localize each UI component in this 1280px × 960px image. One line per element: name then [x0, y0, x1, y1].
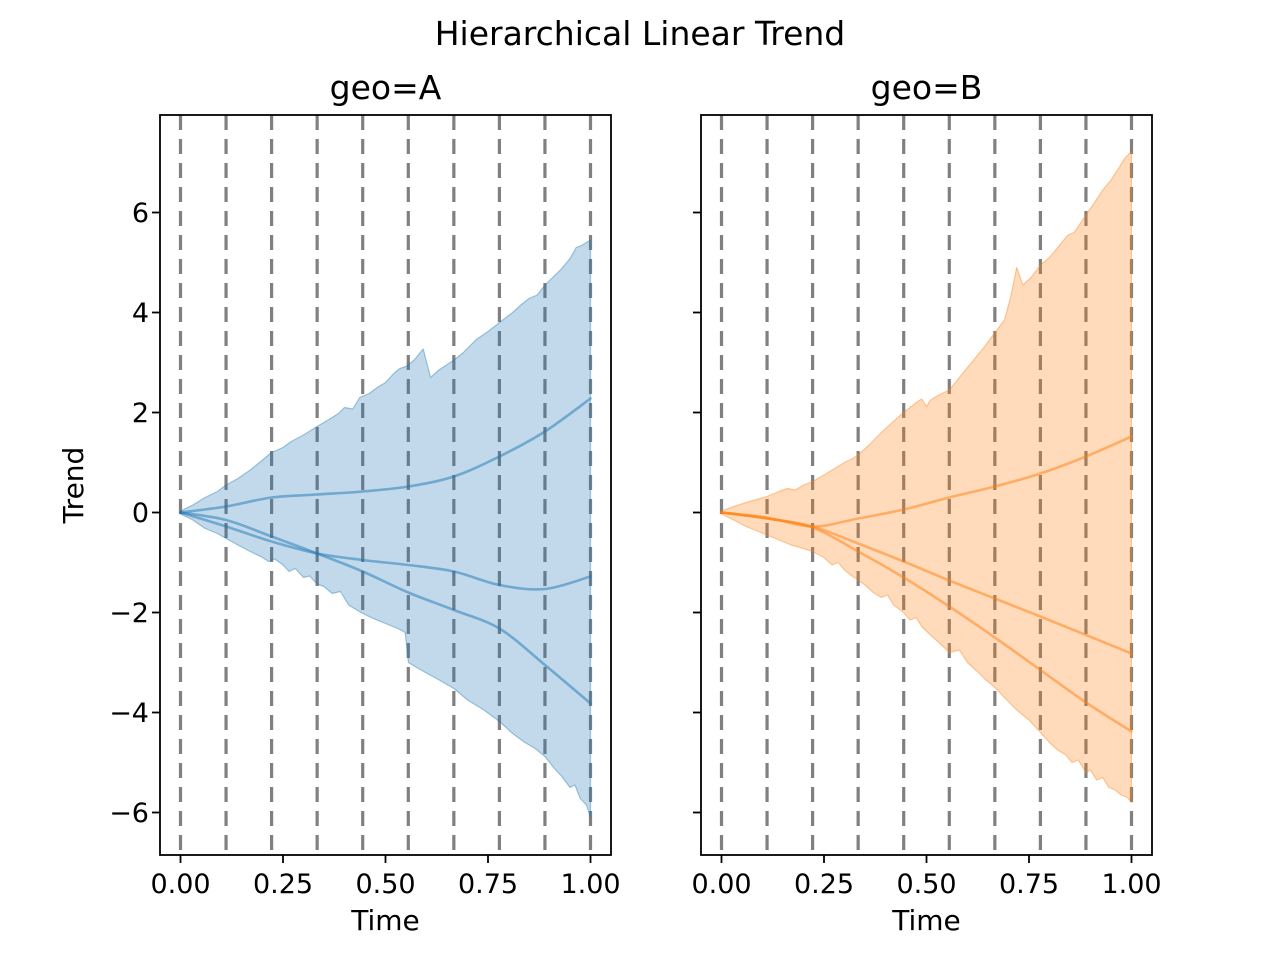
trend-line	[179, 511, 592, 705]
axes-frame	[159, 114, 612, 856]
x-tick-label: 0.25	[253, 869, 313, 900]
y-tick-label: 6	[132, 198, 149, 229]
hdi-band	[720, 150, 1133, 804]
x-tick-label: 0.25	[794, 869, 854, 900]
x-axis-label-right: Time	[892, 904, 961, 937]
trend-line	[179, 397, 592, 514]
y-tick-label: −4	[109, 698, 149, 729]
y-tick-label: −2	[109, 598, 149, 629]
subplot-geo-b: 0.00 0.25 0.50 0.75 1.00	[691, 114, 1162, 900]
y-tick-label: −6	[109, 798, 149, 829]
trend-line	[179, 511, 592, 591]
y-tick-label: 2	[132, 398, 149, 429]
x-tick-label: 1.00	[560, 869, 620, 900]
trend-line	[720, 511, 1133, 733]
x-axis-label-left: Time	[351, 904, 420, 937]
x-tick-label: 0.75	[458, 869, 518, 900]
x-tick-label: 0.50	[896, 869, 956, 900]
x-tick-label: 0.00	[150, 869, 210, 900]
x-tick-label: 0.50	[355, 869, 415, 900]
subplot-geo-a: 0.00 0.25 0.50 0.75 1.00 −6 −4 −2 0 2 4 6	[109, 114, 621, 900]
subplot-title-geo-b: geo=B	[870, 68, 983, 107]
figure-title: Hierarchical Linear Trend	[434, 14, 846, 53]
x-tick-label: 0.75	[999, 869, 1059, 900]
x-tick-label: 1.00	[1101, 869, 1161, 900]
subplot-title-geo-a: geo=A	[329, 68, 442, 107]
x-tick-label: 0.00	[691, 869, 751, 900]
axes-frame	[700, 114, 1153, 856]
hdi-band	[179, 239, 592, 819]
y-tick-label: 0	[132, 498, 149, 529]
y-tick-label: 4	[132, 298, 149, 329]
